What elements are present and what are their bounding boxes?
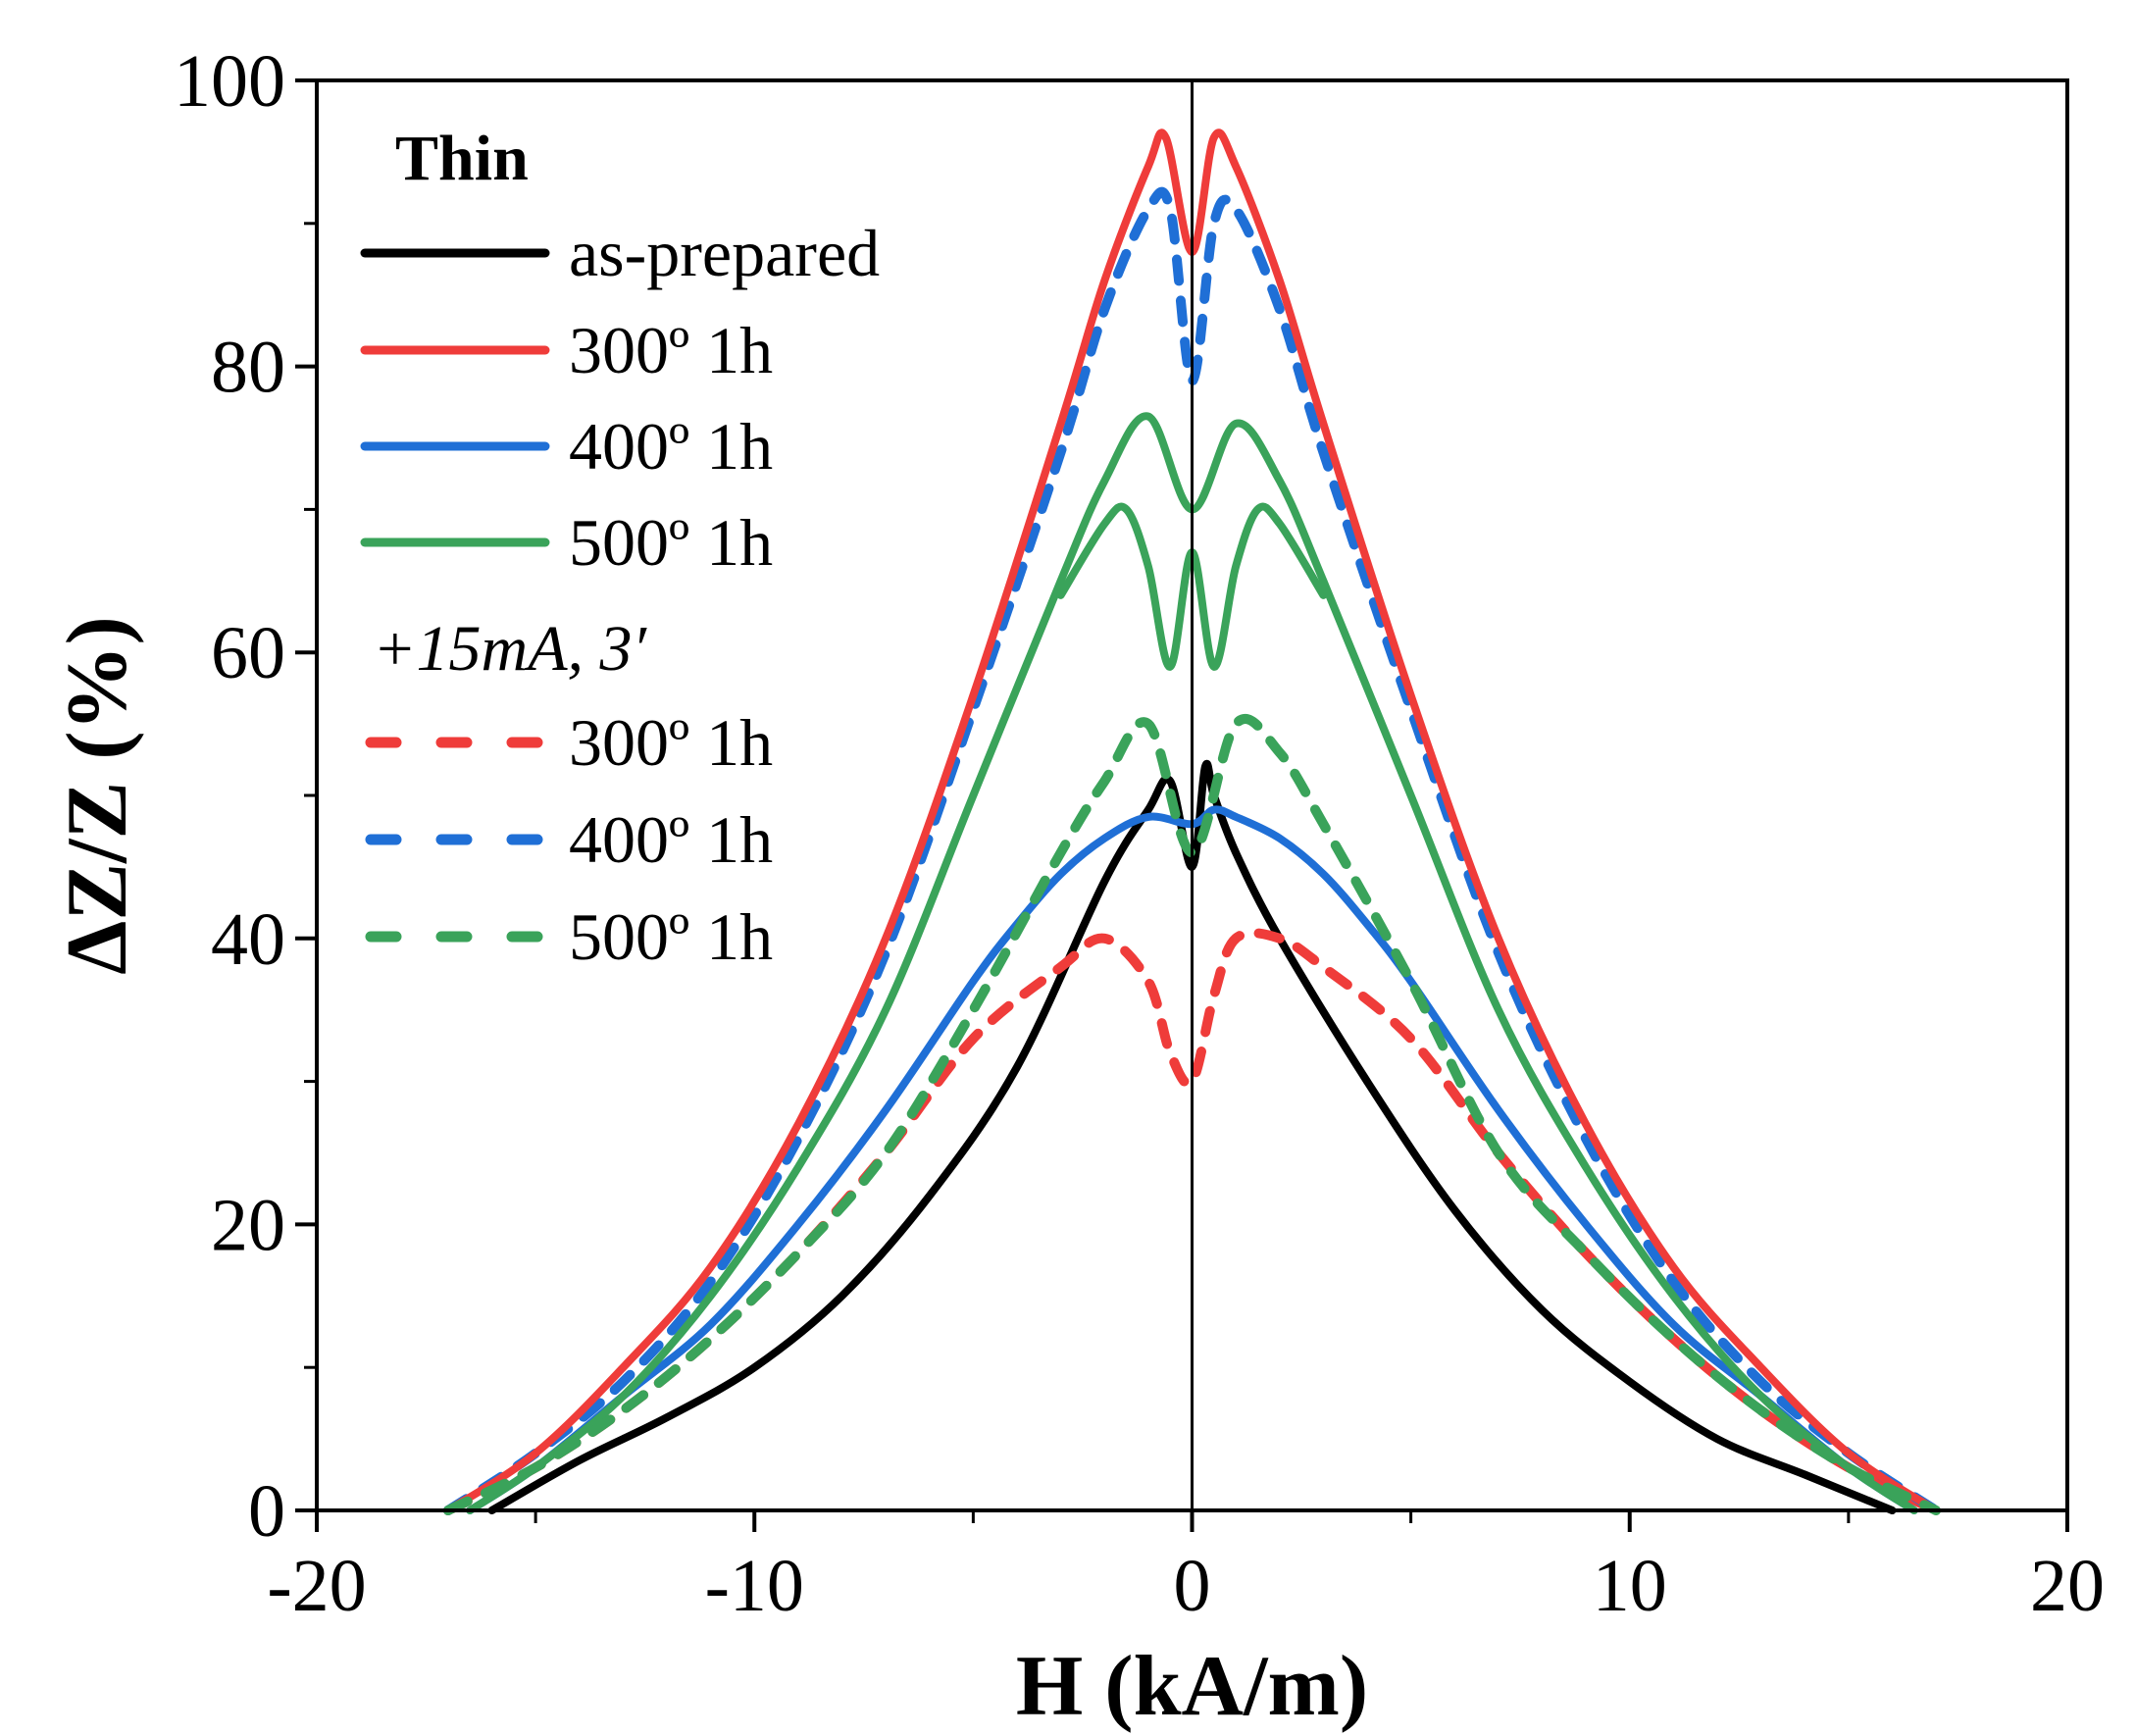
y-axis-title: ΔZ/Z (%) xyxy=(50,616,145,975)
legend-entry-label: 400º 1h xyxy=(569,409,773,484)
legend-entry-label: 400º 1h xyxy=(569,802,773,877)
legend-group-title-current: +15mA, 3′ xyxy=(373,613,648,685)
y-tick-label: 100 xyxy=(174,40,285,123)
x-axis-title: H (kA/m) xyxy=(1016,1639,1368,1734)
legend-entry-label: 300º 1h xyxy=(569,705,773,780)
x-tick-label: 20 xyxy=(2030,1545,2105,1627)
y-tick-label: 40 xyxy=(211,898,285,981)
x-tick-label: 10 xyxy=(1593,1545,1667,1627)
y-tick-label: 80 xyxy=(211,327,285,409)
series-line-solid-0 xyxy=(487,759,1897,1514)
x-tick-label: -10 xyxy=(705,1545,804,1627)
legend-entry-label: 500º 1h xyxy=(569,899,773,974)
legend-group-title-thin: Thin xyxy=(395,123,529,194)
y-tick-label: 0 xyxy=(248,1470,285,1553)
x-tick-label: 0 xyxy=(1174,1545,1211,1627)
y-tick-label: 20 xyxy=(211,1184,285,1266)
legend-entry-label: as-prepared xyxy=(569,216,880,290)
legend-entry-label: 500º 1h xyxy=(569,505,773,580)
legend-entry-label: 300º 1h xyxy=(569,313,773,387)
x-tick-label: -20 xyxy=(267,1545,366,1627)
y-tick-label: 60 xyxy=(211,612,285,694)
